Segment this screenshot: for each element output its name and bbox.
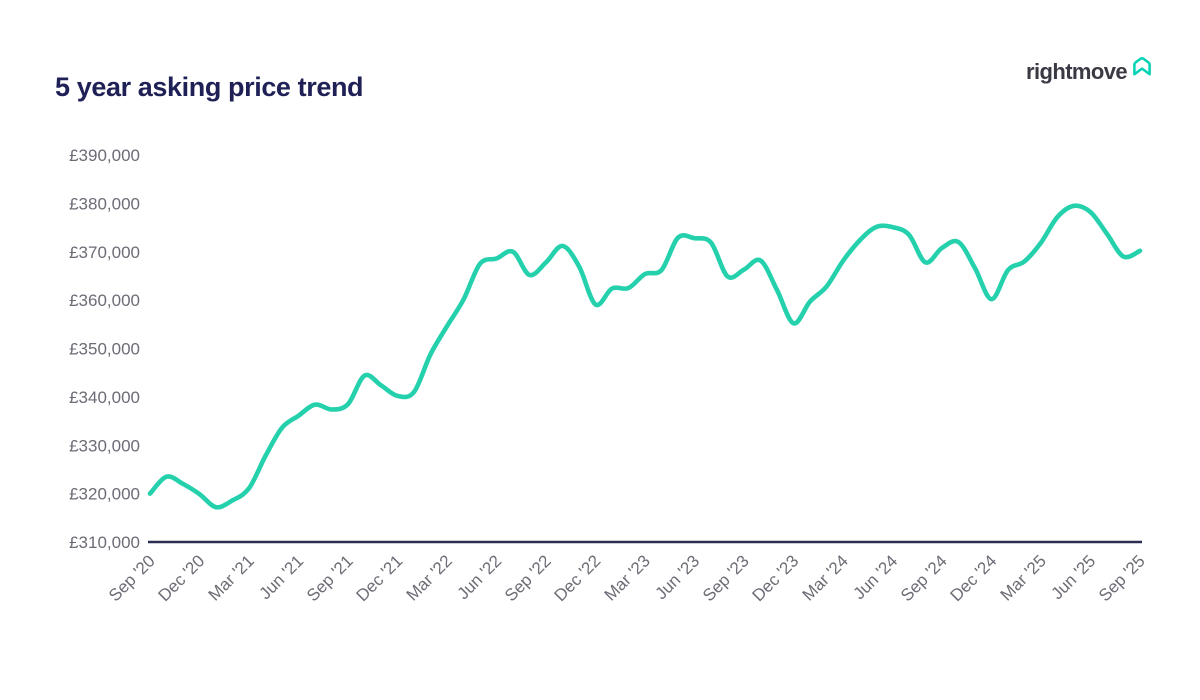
x-axis-tick-label: Sep '24 <box>897 551 951 605</box>
x-axis-tick-label: Mar '24 <box>799 551 852 604</box>
rightmove-house-icon <box>1133 57 1151 76</box>
y-axis-tick-labels: £310,000 £320,000 £330,000 £340,000 £350,000… <box>69 146 140 552</box>
y-axis-tick-label: £390,000 <box>69 146 140 165</box>
x-axis-tick-label: Jun '22 <box>453 551 505 603</box>
x-axis-tick-label: Dec '21 <box>353 551 407 605</box>
x-axis-tick-label: Dec '22 <box>551 551 605 605</box>
y-axis-tick-label: £360,000 <box>69 291 140 310</box>
x-axis-tick-label: Sep '22 <box>501 551 555 605</box>
rightmove-logo-text: rightmove <box>1026 59 1128 84</box>
chart-title: 5 year asking price trend <box>55 72 364 102</box>
x-axis-tick-label: Mar '21 <box>205 551 258 604</box>
asking-price-line <box>147 203 1143 510</box>
y-axis-tick-label: £320,000 <box>69 485 140 504</box>
x-axis-tick-label: Dec '24 <box>947 551 1001 605</box>
y-axis-tick-label: £330,000 <box>69 436 140 455</box>
x-axis-tick-label: Dec '23 <box>749 551 803 605</box>
x-axis-tick-label: Sep '20 <box>105 551 159 605</box>
x-axis-tick-label: Mar '25 <box>997 551 1050 604</box>
y-axis-tick-label: £370,000 <box>69 243 140 262</box>
y-axis-tick-label: £310,000 <box>69 533 140 552</box>
x-axis-tick-label: Jun '25 <box>1047 551 1099 603</box>
x-axis-tick-label: Sep '23 <box>699 551 753 605</box>
x-axis-tick-label: Dec '20 <box>155 551 209 605</box>
y-axis-tick-label: £350,000 <box>69 340 140 359</box>
x-axis-tick-label: Jun '23 <box>651 551 703 603</box>
x-axis-tick-label: Jun '24 <box>849 551 901 603</box>
rightmove-logo: rightmove <box>1026 54 1154 83</box>
x-axis-tick-label: Sep '21 <box>303 551 357 605</box>
x-axis-tick-label: Mar '22 <box>403 551 456 604</box>
y-axis-tick-label: £380,000 <box>69 194 140 213</box>
x-axis-tick-label: Sep '25 <box>1095 551 1149 605</box>
y-axis-tick-label: £340,000 <box>69 388 140 407</box>
x-axis-tick-label: Jun '21 <box>255 551 307 603</box>
x-axis-tick-label: Mar '23 <box>601 551 654 604</box>
